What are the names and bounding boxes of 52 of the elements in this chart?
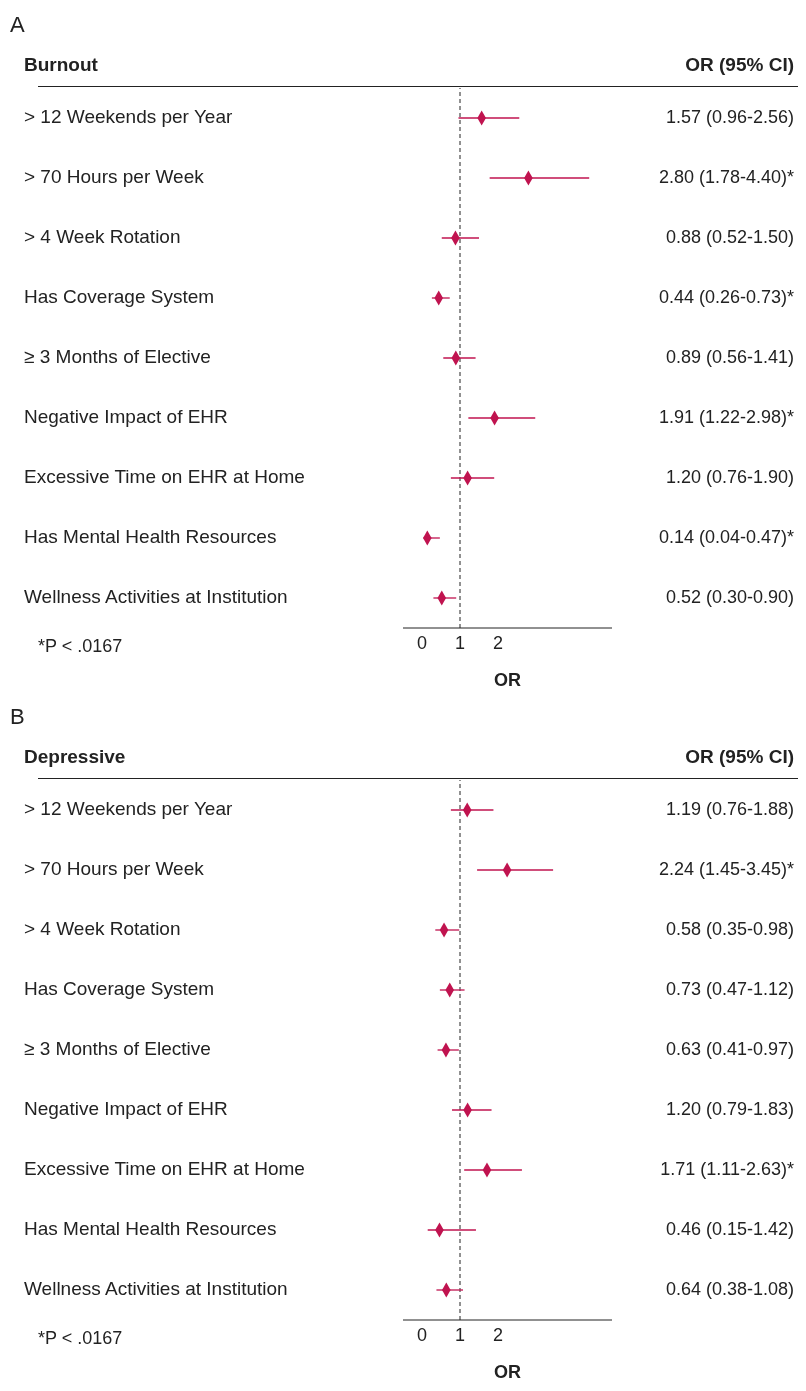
- x-tick-label: 1: [454, 1324, 466, 1345]
- y-tick-label: > 70 Hours per Week: [24, 858, 205, 880]
- y-tick-label: > 4 Week Rotation: [24, 226, 181, 248]
- y-tick-label: ≥ 3 Months of Elective: [24, 346, 211, 368]
- y-tick-label: Negative Impact of EHR: [24, 406, 228, 428]
- text: OR (95% CI): [685, 746, 794, 768]
- data-label: 0.89 (0.56-1.41): [665, 346, 794, 367]
- data-label: 2.24 (1.45-3.45)*: [658, 858, 794, 879]
- data-label: 0.73 (0.47-1.12): [665, 978, 794, 999]
- data-label: 0.52 (0.30-0.90): [665, 586, 794, 607]
- text: Depressive: [24, 746, 126, 768]
- text: OR (95% CI): [685, 54, 794, 76]
- data-label: 1.57 (0.96-2.56): [665, 106, 794, 127]
- x-tick-label: 0: [416, 632, 428, 653]
- x-axis-title: OR: [494, 1362, 521, 1382]
- x-tick-label: 1: [454, 632, 466, 653]
- text: *P < .0167: [38, 636, 123, 657]
- y-tick-label: > 70 Hours per Week: [24, 166, 205, 188]
- y-tick-label: Has Coverage System: [24, 286, 215, 308]
- text: Burnout: [24, 54, 98, 76]
- data-label: 0.14 (0.04-0.47)*: [658, 526, 794, 547]
- x-tick-label: 0: [416, 1324, 428, 1345]
- y-tick-label: Has Mental Health Resources: [24, 1218, 277, 1240]
- data-label: 0.64 (0.38-1.08): [665, 1278, 794, 1299]
- data-label: 2.80 (1.78-4.40)*: [658, 166, 794, 187]
- y-tick-label: Has Coverage System: [24, 978, 215, 1000]
- y-tick-label: Excessive Time on EHR at Home: [24, 466, 305, 488]
- y-tick-label: Excessive Time on EHR at Home: [24, 1158, 305, 1180]
- y-tick-label: > 12 Weekends per Year: [24, 798, 233, 820]
- y-tick-label: Has Mental Health Resources: [24, 526, 277, 548]
- x-tick-label: 2: [492, 1324, 504, 1345]
- data-label: 1.91 (1.22-2.98)*: [658, 406, 794, 427]
- y-tick-label: Wellness Activities at Institution: [24, 586, 288, 608]
- data-label: 0.88 (0.52-1.50): [665, 226, 794, 247]
- data-label: 1.20 (0.76-1.90): [665, 466, 794, 487]
- text: *P < .0167: [38, 1328, 123, 1349]
- data-label: 1.19 (0.76-1.88): [665, 798, 794, 819]
- y-tick-label: > 4 Week Rotation: [24, 918, 181, 940]
- y-tick-label: Wellness Activities at Institution: [24, 1278, 288, 1300]
- data-label: 1.20 (0.79-1.83): [665, 1098, 794, 1119]
- y-tick-label: > 12 Weekends per Year: [24, 106, 233, 128]
- text: A: [10, 12, 25, 38]
- data-label: 0.44 (0.26-0.73)*: [658, 286, 794, 307]
- x-tick-label: 2: [492, 632, 504, 653]
- data-label: 1.71 (1.11-2.63)*: [660, 1158, 794, 1179]
- y-tick-label: ≥ 3 Months of Elective: [24, 1038, 211, 1060]
- data-label: 0.63 (0.41-0.97): [665, 1038, 794, 1059]
- x-axis-title: OR: [494, 670, 521, 690]
- text: B: [10, 704, 25, 730]
- y-tick-label: Negative Impact of EHR: [24, 1098, 228, 1120]
- data-label: 0.46 (0.15-1.42): [665, 1218, 794, 1239]
- data-label: 0.58 (0.35-0.98): [665, 918, 794, 939]
